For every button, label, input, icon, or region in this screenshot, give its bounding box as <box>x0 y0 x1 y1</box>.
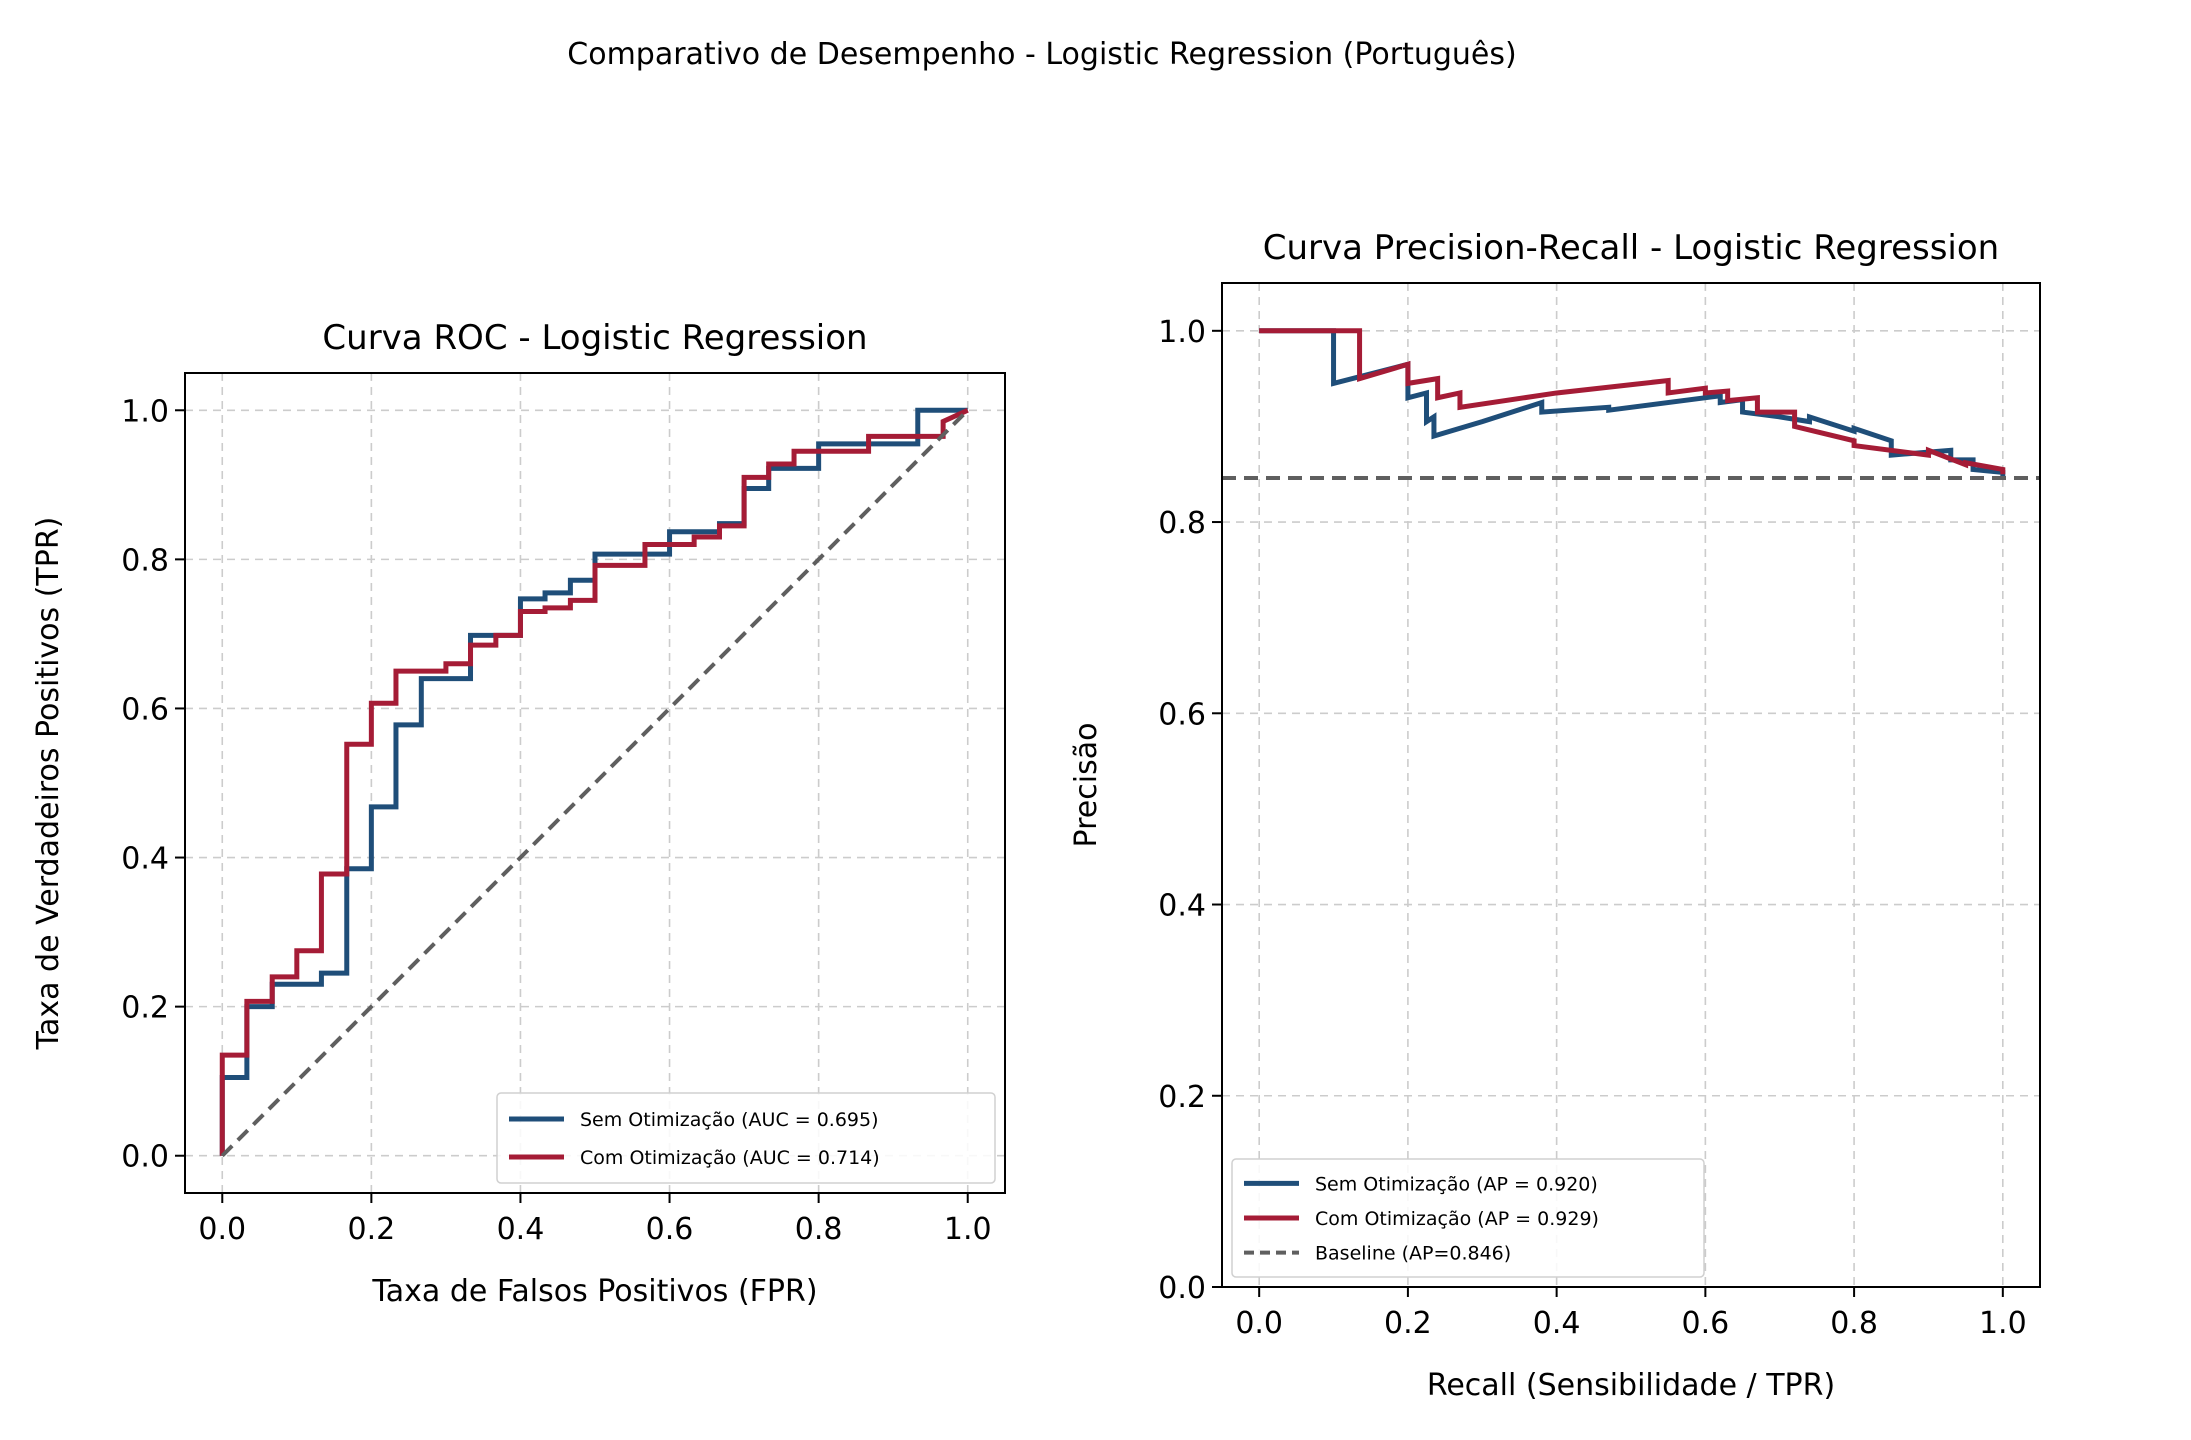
pr-y-axis-label: Precisão <box>1069 723 1104 848</box>
roc-y-tick-label: 1.0 <box>121 394 169 429</box>
pr-ticks: 0.0 0.2 0.4 0.6 0.8 1.0 0.0 0.2 0.4 0.6 0.8 1.0 <box>1158 315 2026 1341</box>
pr-x-tick-label: 0.4 <box>1533 1306 1581 1341</box>
pr-plot-frame <box>1221 282 2041 1288</box>
roc-y-tick-label: 0.6 <box>121 692 169 727</box>
pr-x-tick-label: 0.8 <box>1830 1306 1878 1341</box>
roc-series-sem-line <box>219 407 968 1156</box>
pr-x-axis-label: Recall (Sensibilidade / TPR) <box>1427 1368 1835 1403</box>
pr-chart-panel: 0.0 0.2 0.4 0.6 0.8 1.0 0.0 0.2 0.4 0.6 0.8 1.0 Cur… <box>1069 228 2041 1403</box>
pr-chart-title: Curva Precision-Recall - Logistic Regres… <box>1263 228 1999 268</box>
pr-y-tick-label: 0.0 <box>1158 1271 1206 1306</box>
roc-chart-title: Curva ROC - Logistic Regression <box>322 318 867 358</box>
pr-series-com-line <box>1259 328 2006 475</box>
pr-x-tick-label: 0.0 <box>1235 1306 1283 1341</box>
pr-legend-label: Com Otimização (AP = 0.929) <box>1315 1208 1599 1230</box>
roc-y-tick-label: 0.4 <box>121 842 169 877</box>
roc-legend: Sem Otimização (AUC = 0.695) Com Otimizaç… <box>496 1092 996 1184</box>
roc-y-axis-label: Taxa de Verdadeiros Positivos (TPR) <box>31 517 66 1051</box>
roc-series-layer <box>219 407 970 1158</box>
pr-legend-label: Sem Otimização (AP = 0.920) <box>1315 1173 1598 1195</box>
pr-y-tick-label: 0.8 <box>1158 506 1206 541</box>
pr-y-tick-label: 0.6 <box>1158 697 1206 732</box>
pr-legend-box <box>1231 1158 1705 1278</box>
roc-x-axis-label: Taxa de Falsos Positivos (FPR) <box>371 1274 817 1309</box>
roc-y-tick-label: 0.2 <box>121 991 169 1026</box>
pr-y-tick-label: 0.2 <box>1158 1080 1206 1115</box>
pr-x-tick-label: 0.6 <box>1682 1306 1730 1341</box>
roc-x-tick-label: 0.0 <box>198 1212 246 1247</box>
figure-suptitle: Comparativo de Desempenho - Logistic Reg… <box>567 37 1516 72</box>
pr-series-sem-line <box>1259 328 2006 479</box>
roc-plot-frame <box>184 372 1006 1194</box>
roc-legend-label: Com Otimização (AUC = 0.714) <box>580 1147 880 1169</box>
roc-x-tick-label: 0.2 <box>348 1212 396 1247</box>
roc-y-tick-label: 0.0 <box>121 1140 169 1175</box>
pr-y-tick-label: 0.4 <box>1158 889 1206 924</box>
pr-series-layer <box>1222 328 2040 481</box>
roc-y-tick-label: 0.8 <box>121 543 169 578</box>
pr-y-tick-label: 1.0 <box>1158 315 1206 350</box>
pr-x-tick-label: 1.0 <box>1979 1306 2027 1341</box>
roc-legend-box <box>496 1092 996 1184</box>
pr-legend: Sem Otimização (AP = 0.920) Com Otimizaçã… <box>1231 1158 1705 1278</box>
roc-x-tick-label: 1.0 <box>944 1212 992 1247</box>
roc-x-tick-label: 0.4 <box>497 1212 545 1247</box>
pr-x-tick-label: 0.2 <box>1384 1306 1432 1341</box>
roc-chart-panel: 0.0 0.2 0.4 0.6 0.8 1.0 0.0 0.2 0.4 0.6 0.8 1.0 Cur… <box>31 318 1006 1309</box>
roc-x-tick-label: 0.8 <box>795 1212 843 1247</box>
roc-x-tick-label: 0.6 <box>646 1212 694 1247</box>
roc-series-com-line <box>219 407 969 1156</box>
roc-ticks: 0.0 0.2 0.4 0.6 0.8 1.0 0.0 0.2 0.4 0.6 0.8 1.0 <box>121 394 991 1247</box>
roc-legend-label: Sem Otimização (AUC = 0.695) <box>580 1109 879 1131</box>
pr-legend-label: Baseline (AP=0.846) <box>1315 1243 1511 1265</box>
